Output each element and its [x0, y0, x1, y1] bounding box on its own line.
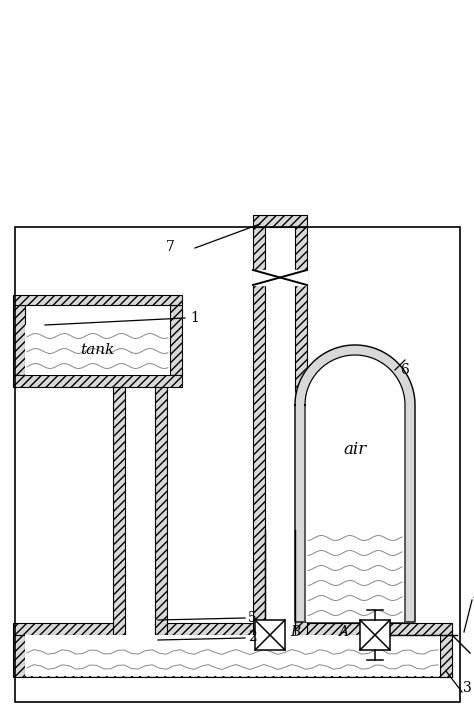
Text: 7: 7 — [166, 240, 175, 254]
Bar — [295, 227, 307, 635]
Text: 2: 2 — [248, 630, 257, 644]
Text: 3: 3 — [463, 681, 472, 695]
Bar — [25, 635, 440, 676]
Bar — [170, 305, 182, 375]
Bar — [25, 665, 452, 677]
Bar — [440, 627, 452, 677]
Text: 4: 4 — [473, 590, 474, 604]
Bar — [13, 295, 182, 305]
Text: 1: 1 — [190, 311, 199, 325]
Bar — [360, 620, 390, 650]
Bar — [15, 227, 460, 702]
Bar — [253, 227, 265, 635]
Bar — [13, 623, 125, 635]
Text: tank: tank — [80, 343, 115, 357]
Bar — [25, 325, 170, 375]
Bar — [13, 305, 25, 375]
Text: A: A — [338, 625, 348, 639]
Bar — [295, 623, 452, 635]
Bar — [13, 375, 182, 387]
Bar — [113, 363, 125, 635]
Polygon shape — [253, 270, 307, 285]
Text: B: B — [290, 625, 300, 639]
Bar — [155, 623, 265, 635]
Bar — [373, 622, 383, 623]
Polygon shape — [295, 345, 415, 622]
Bar — [253, 215, 307, 227]
Bar — [255, 620, 285, 650]
Text: air: air — [343, 441, 366, 459]
Bar — [13, 635, 25, 677]
Bar — [306, 535, 404, 622]
Bar — [155, 363, 167, 635]
Polygon shape — [305, 355, 405, 622]
Text: 6: 6 — [400, 363, 409, 377]
Text: 5: 5 — [248, 611, 257, 625]
Bar — [327, 622, 337, 623]
